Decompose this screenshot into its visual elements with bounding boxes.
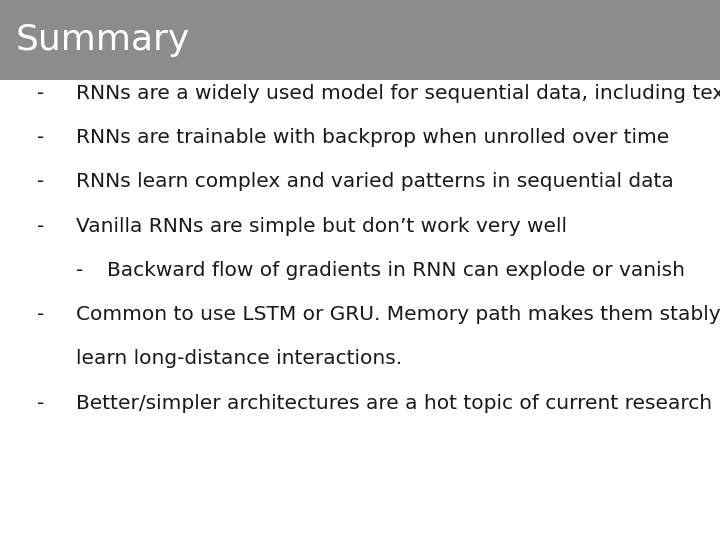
- Text: Backward flow of gradients in RNN can explode or vanish: Backward flow of gradients in RNN can ex…: [107, 261, 685, 280]
- Text: Better/simpler architectures are a hot topic of current research: Better/simpler architectures are a hot t…: [76, 394, 712, 413]
- Bar: [0, 0, 720, 80]
- Text: RNNs are trainable with backprop when unrolled over time: RNNs are trainable with backprop when un…: [76, 128, 669, 147]
- Text: RNNs learn complex and varied patterns in sequential data: RNNs learn complex and varied patterns i…: [76, 172, 673, 191]
- Text: -: -: [37, 217, 45, 235]
- Text: RNNs are a widely used model for sequential data, including text: RNNs are a widely used model for sequent…: [76, 84, 720, 103]
- Text: Summary: Summary: [16, 23, 190, 57]
- Text: Vanilla RNNs are simple but don’t work very well: Vanilla RNNs are simple but don’t work v…: [76, 217, 567, 235]
- Text: Common to use LSTM or GRU. Memory path makes them stably: Common to use LSTM or GRU. Memory path m…: [76, 305, 720, 324]
- Text: -: -: [37, 84, 45, 103]
- Text: -: -: [76, 261, 83, 280]
- Text: -: -: [37, 172, 45, 191]
- Text: learn long-distance interactions.: learn long-distance interactions.: [76, 349, 402, 368]
- Text: -: -: [37, 128, 45, 147]
- Text: -: -: [37, 394, 45, 413]
- Text: -: -: [37, 305, 45, 324]
